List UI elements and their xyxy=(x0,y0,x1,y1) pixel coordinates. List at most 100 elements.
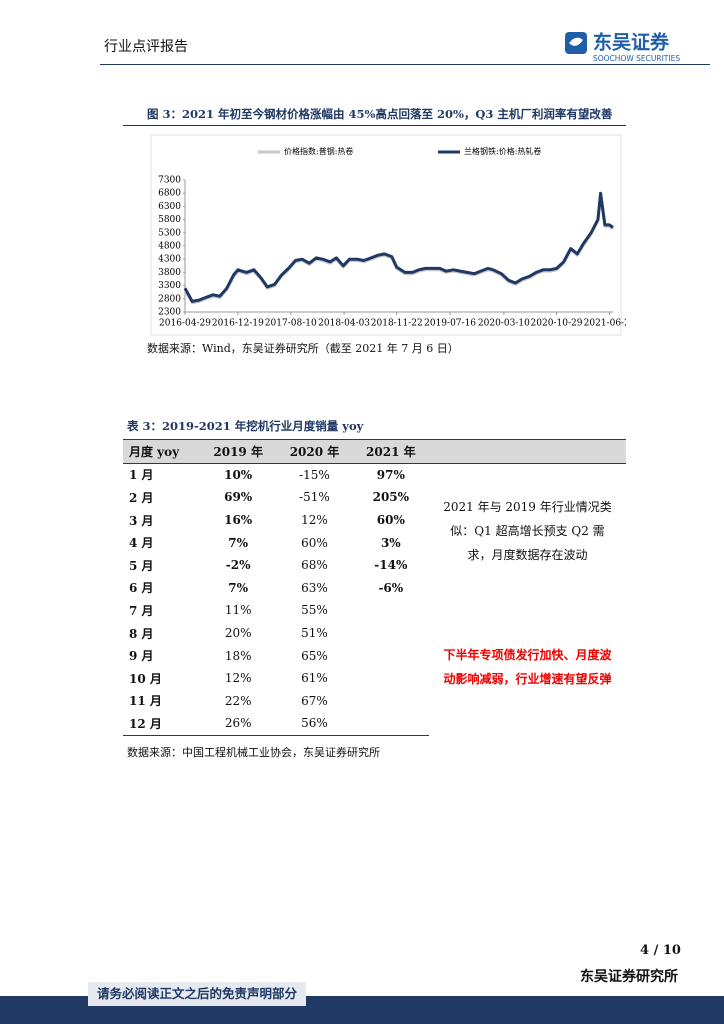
table: 月度 yoy 2019 年 2020 年 2021 年 1 月 10% -15% 97% 20… xyxy=(123,439,626,736)
x-tick-label: 2020-10-29 xyxy=(531,319,583,329)
table-row: 8 月 20% 51% xyxy=(123,622,626,645)
y-tick-label: 2800 xyxy=(158,294,181,304)
cell: 11% xyxy=(224,603,252,618)
cell: 55% xyxy=(301,603,328,618)
x-tick-label: 2020-03-10 xyxy=(478,319,530,329)
cell: 65% xyxy=(301,648,328,663)
cell: 20% xyxy=(224,626,252,641)
cell: 61% xyxy=(301,671,328,686)
cell: 60% xyxy=(376,513,405,528)
row-label: 12 月 xyxy=(123,712,201,736)
column-header-blank xyxy=(429,439,626,464)
x-tick-label: 2017-08-10 xyxy=(265,319,317,329)
table-row: 12 月 26% 56% xyxy=(123,712,626,736)
y-tick-label: 6300 xyxy=(158,202,181,212)
cell: -14% xyxy=(374,558,408,573)
cell: 12% xyxy=(224,671,252,686)
column-header: 2019 年 xyxy=(200,439,277,464)
y-tick-label: 4800 xyxy=(158,242,181,252)
cell xyxy=(353,599,429,622)
cell xyxy=(353,644,429,667)
y-tick-label: 5800 xyxy=(158,215,181,225)
cell xyxy=(353,622,429,645)
y-tick-label: 2300 xyxy=(158,308,181,318)
y-tick-label: 6800 xyxy=(158,189,181,199)
cell: 10% xyxy=(224,467,253,482)
disclaimer: 请务必阅读正文之后的免责声明部分 xyxy=(88,982,306,1006)
row-label: 4 月 xyxy=(129,536,154,551)
page-number: 4 / 10 xyxy=(640,943,681,958)
cell: 205% xyxy=(372,490,410,505)
cell: 51% xyxy=(301,626,328,641)
logo-wave xyxy=(569,37,583,46)
x-tick-label: 2016-12-19 xyxy=(212,319,264,329)
y-tick-label: 3800 xyxy=(158,268,181,278)
table-row: 5 月 -2% 68% -14% xyxy=(123,554,626,577)
column-header: 月度 yoy xyxy=(123,439,201,464)
chart-frame xyxy=(150,134,622,336)
x-tick-label: 2021-06-21 xyxy=(584,319,626,329)
table-caption: 表 3：2019-2021 年挖机行业月度销量 yoy xyxy=(127,419,364,433)
table-row: 3 月 16% 12% 60% xyxy=(123,509,626,532)
table-row: 4 月 7% 60% 3% xyxy=(123,531,626,554)
table-row: 2 月 69% -51% 205% xyxy=(123,486,626,509)
footer-org: 东吴证券研究所 xyxy=(580,969,678,985)
y-tick-label: 7300 xyxy=(158,176,181,186)
cell: 7% xyxy=(228,535,249,550)
cell xyxy=(353,690,429,713)
row-label: 6 月 xyxy=(129,581,154,596)
cell: 63% xyxy=(301,580,328,595)
series-line xyxy=(183,194,614,305)
cell: 16% xyxy=(224,513,253,528)
table-source: 数据来源：中国工程机械工业协会，东吴证券研究所 xyxy=(127,746,380,759)
table-row: 11 月 22% 67% xyxy=(123,690,626,713)
table-row: 10 月 12% 61% xyxy=(123,667,626,690)
cell: 26% xyxy=(200,712,277,736)
cell: 7% xyxy=(228,580,249,595)
cell: -6% xyxy=(378,580,404,595)
x-tick-label: 2016-04-29 xyxy=(159,319,211,329)
logo-en: SOOCHOW SECURITIES xyxy=(593,54,680,63)
cell xyxy=(353,667,429,690)
y-tick-label: 3300 xyxy=(158,281,181,291)
cell: 18% xyxy=(224,648,252,663)
row-label: 11 月 xyxy=(129,694,162,709)
cell: -51% xyxy=(299,490,330,505)
x-tick-label: 2019-07-16 xyxy=(424,319,476,329)
column-header: 2020 年 xyxy=(276,439,353,464)
x-tick-label: 2018-04-03 xyxy=(318,319,370,329)
series-line xyxy=(183,191,614,303)
figure-source: 数据来源：Wind，东吴证券研究所（截至 2021 年 7 月 6 日） xyxy=(147,342,459,355)
row-label: 2 月 xyxy=(129,490,154,505)
figure-caption: 图 3：2021 年初至今钢材价格涨幅由 45%高点回落至 20%，Q3 主机厂… xyxy=(147,107,613,121)
note: 2021 年与 2019 年行业情况类似：Q1 超高增长预支 Q2 需求，月度数… xyxy=(443,500,612,563)
report-type: 行业点评报告 xyxy=(104,39,188,55)
cell: 56% xyxy=(276,712,353,736)
x-tick-label: 2018-11-22 xyxy=(371,319,423,329)
logo: 东吴证券 SOOCHOW SECURITIES xyxy=(565,31,680,63)
y-tick-label: 5300 xyxy=(158,228,181,238)
cell: 68% xyxy=(301,558,328,573)
cell xyxy=(352,712,429,736)
table-row: 7 月 11% 55% 下半年专项债发行加快、月度波动影响减弱，行业增速有望反弹 xyxy=(123,599,626,686)
row-label: 7 月 xyxy=(129,603,154,618)
table-row: 1 月 10% -15% 97% 2021 年与 2019 年行业情况类似：Q1 超高增… xyxy=(123,463,626,562)
row-label: 3 月 xyxy=(129,513,154,528)
cell: 12% xyxy=(301,513,328,528)
caption-rule xyxy=(123,125,626,126)
row-label: 10 月 xyxy=(129,671,162,686)
row-label: 9 月 xyxy=(129,649,154,664)
cell: 67% xyxy=(301,693,328,708)
row-label: 8 月 xyxy=(129,626,154,641)
cell: 97% xyxy=(376,467,405,482)
note: 下半年专项债发行加快、月度波动影响减弱，行业增速有望反弹 xyxy=(443,648,612,687)
cell: 22% xyxy=(224,693,252,708)
cell: -15% xyxy=(299,467,330,482)
table-row: 9 月 18% 65% xyxy=(123,644,626,667)
cell: 3% xyxy=(380,535,401,550)
logo-cn: 东吴证券 xyxy=(593,31,670,54)
cell: 60% xyxy=(301,535,328,550)
legend-label: 价格指数:普钢:热卷 xyxy=(284,146,353,156)
legend-label: 兰格钢铁:价格:热轧卷 xyxy=(464,146,541,156)
